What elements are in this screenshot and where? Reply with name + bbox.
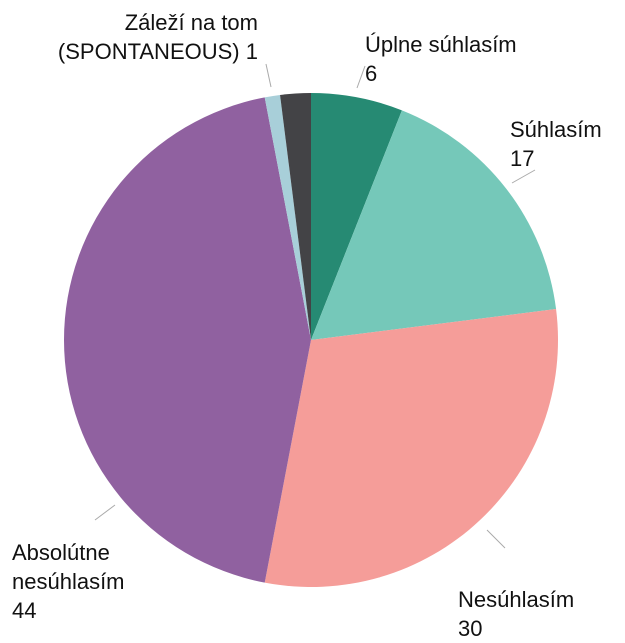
leader-line <box>511 169 536 184</box>
data-label: Úplne súhlasím 6 <box>365 30 565 88</box>
pie-slice <box>64 97 311 583</box>
leader-line <box>356 65 366 89</box>
data-label: Absolútne nesúhlasím 44 <box>12 538 162 625</box>
category-label: Absolútne nesúhlasím <box>12 540 125 594</box>
leader-line <box>486 529 506 549</box>
pie-slice <box>311 110 557 340</box>
pie-slice <box>311 93 402 340</box>
value-label: 6 <box>365 61 378 86</box>
category-label: Súhlasím <box>510 117 602 142</box>
value-label: 1 <box>245 39 258 64</box>
data-label: Súhlasím 17 <box>510 115 625 173</box>
pie-slice <box>264 309 558 587</box>
value-label: 30 <box>458 616 483 641</box>
data-label: Záleží na tom (SPONTANEOUS) 1 <box>0 8 258 66</box>
pie-slice <box>264 94 311 341</box>
category-label: Nesúhlasím <box>458 587 575 612</box>
leader-line <box>94 504 116 521</box>
pie-slice <box>280 93 311 340</box>
category-label: Záleží na tom (SPONTANEOUS) <box>57 10 258 64</box>
value-label: 17 <box>510 146 535 171</box>
data-label: Nesúhlasím 30 <box>458 585 618 643</box>
leader-line <box>265 63 272 88</box>
category-label: Úplne súhlasím <box>365 32 517 57</box>
value-label: 44 <box>12 598 37 623</box>
